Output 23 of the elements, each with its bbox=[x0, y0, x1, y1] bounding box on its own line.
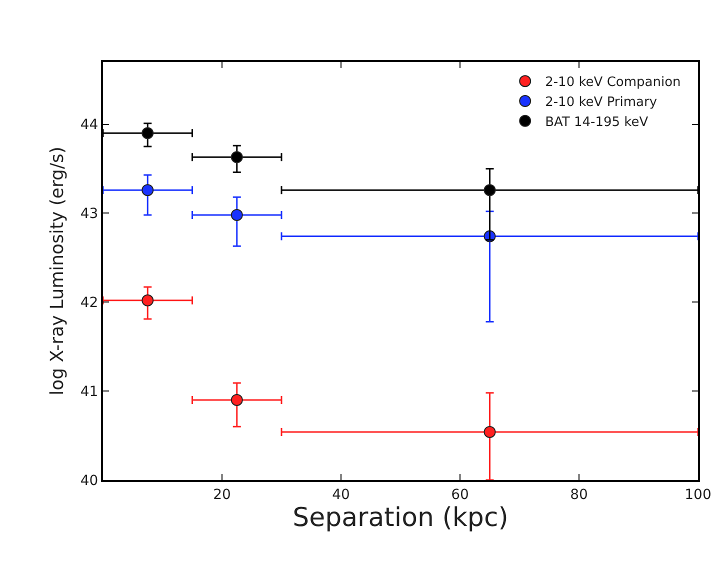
y-tick-label: 43 bbox=[80, 206, 98, 222]
x-tick-label: 80 bbox=[570, 486, 588, 503]
x-tick-label: 60 bbox=[451, 486, 469, 503]
point bbox=[230, 208, 243, 221]
y-axis-title: log X-ray Luminosity (erg/s) bbox=[47, 146, 68, 396]
point bbox=[230, 151, 243, 164]
x-tick-label: 20 bbox=[213, 486, 231, 503]
point bbox=[142, 127, 154, 140]
x-tick-label: 40 bbox=[332, 486, 350, 503]
y-tick-label: 41 bbox=[80, 384, 98, 400]
x-axis-title: Separation (kpc) bbox=[292, 503, 508, 533]
legend-label: 2-10 keV Companion bbox=[545, 75, 681, 90]
y-tick-label: 40 bbox=[80, 472, 98, 489]
point bbox=[230, 394, 243, 406]
legend-label: BAT 14-195 keV bbox=[545, 115, 648, 130]
x-tick-label: 100 bbox=[684, 486, 712, 503]
y-tick-label: 42 bbox=[80, 295, 98, 312]
point bbox=[484, 184, 496, 196]
point bbox=[142, 294, 154, 306]
y-tick-label: 44 bbox=[80, 117, 98, 134]
legend-label: 2-10 keV Primary bbox=[545, 95, 658, 110]
point bbox=[142, 184, 154, 196]
point bbox=[484, 426, 496, 438]
